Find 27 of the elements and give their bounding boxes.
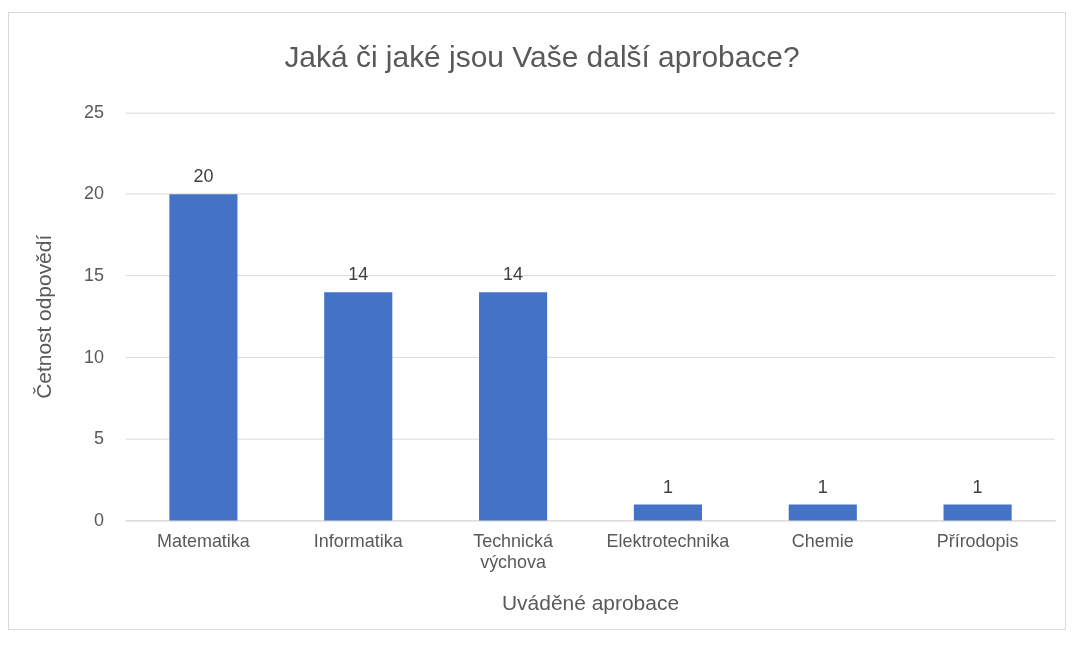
- x-tick-label: Technická výchova: [473, 530, 554, 573]
- y-tick-label: 5: [94, 428, 105, 449]
- data-label: 14: [348, 264, 369, 285]
- bar: [943, 504, 1012, 521]
- bar: [788, 504, 857, 521]
- bar: [479, 292, 548, 521]
- bar: [324, 292, 393, 521]
- y-tick-label: 10: [84, 346, 105, 367]
- data-label: 20: [193, 166, 214, 187]
- bar: [169, 194, 238, 521]
- data-label: 1: [662, 476, 673, 497]
- x-axis-title: Uváděné aprobace: [501, 591, 680, 615]
- y-tick-label: 0: [94, 509, 105, 530]
- bar: [633, 504, 702, 521]
- x-tick-label: Chemie: [791, 530, 854, 551]
- y-tick-label: 15: [84, 264, 105, 285]
- data-label: 1: [817, 476, 828, 497]
- y-tick-label: 25: [84, 101, 105, 122]
- y-axis-title: Četnost odpovědí: [32, 234, 56, 399]
- x-tick-label: Přírodopis: [936, 530, 1019, 551]
- y-tick-label: 20: [84, 183, 105, 204]
- x-tick-label: Matematika: [157, 530, 250, 551]
- chart-title: Jaká či jaké jsou Vaše další aprobace?: [284, 40, 800, 74]
- data-label: 14: [503, 264, 524, 285]
- x-tick-label: Informatika: [313, 530, 403, 551]
- data-label: 1: [972, 476, 983, 497]
- x-tick-label: Elektrotechnika: [606, 530, 730, 551]
